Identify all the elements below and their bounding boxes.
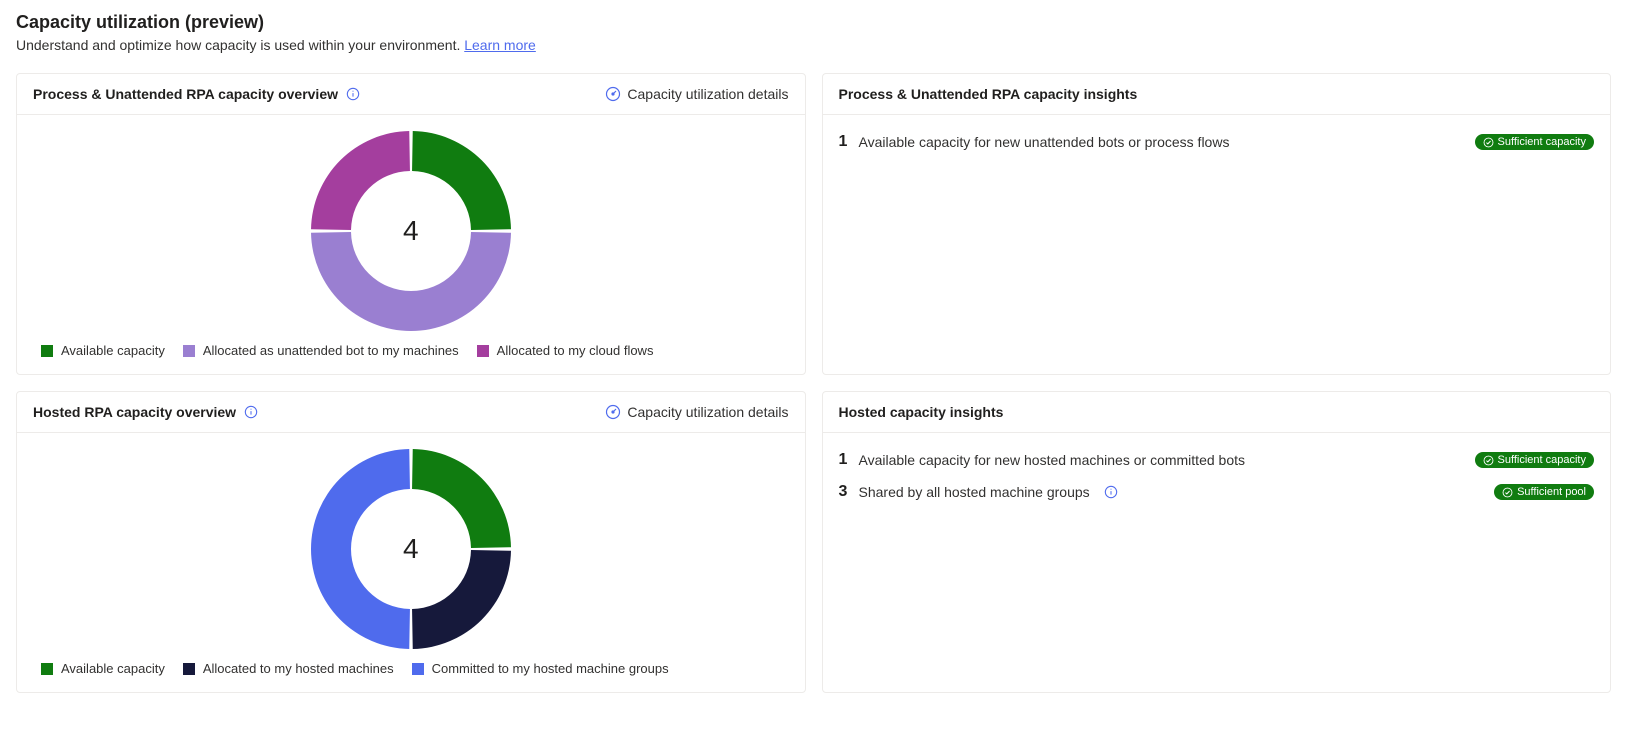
gauge-icon xyxy=(605,404,621,420)
badge-text: Sufficient capacity xyxy=(1498,454,1586,466)
learn-more-link[interactable]: Learn more xyxy=(464,37,536,53)
hosted-rpa-overview-card: Hosted RPA capacity overview Capacity ut… xyxy=(16,391,806,693)
insight-text: Available capacity for new hosted machin… xyxy=(859,452,1246,468)
legend-swatch xyxy=(41,345,53,357)
card-title: Process & Unattended RPA capacity insigh… xyxy=(839,86,1138,102)
legend-item[interactable]: Allocated to my cloud flows xyxy=(477,343,654,358)
legend-swatch xyxy=(183,663,195,675)
donut-total: 4 xyxy=(403,215,419,247)
details-link-text: Capacity utilization details xyxy=(627,86,788,102)
legend-label: Available capacity xyxy=(61,343,165,358)
insight-row: 1 Available capacity for new hosted machi… xyxy=(839,451,1595,469)
legend-swatch xyxy=(412,663,424,675)
legend-swatch xyxy=(477,345,489,357)
donut-total: 4 xyxy=(403,533,419,565)
donut-slice[interactable] xyxy=(412,550,511,649)
details-link-text: Capacity utilization details xyxy=(627,404,788,420)
page-title: Capacity utilization (preview) xyxy=(16,12,1611,33)
insight-number: 3 xyxy=(839,483,849,501)
info-icon[interactable] xyxy=(244,405,258,419)
badge-text: Sufficient pool xyxy=(1517,486,1586,498)
legend-label: Available capacity xyxy=(61,661,165,676)
card-title: Hosted RPA capacity overview xyxy=(33,404,236,420)
legend-label: Allocated as unattended bot to my machin… xyxy=(203,343,459,358)
insight-text: Shared by all hosted machine groups xyxy=(859,484,1090,500)
hosted-rpa-donut: 4 xyxy=(311,449,511,649)
capacity-details-link[interactable]: Capacity utilization details xyxy=(605,404,788,420)
legend-item[interactable]: Committed to my hosted machine groups xyxy=(412,661,669,676)
badge-text: Sufficient capacity xyxy=(1498,136,1586,148)
insight-row: 3 Shared by all hosted machine groups Suff… xyxy=(839,483,1595,501)
capacity-details-link[interactable]: Capacity utilization details xyxy=(605,86,788,102)
checkmark-circle-icon xyxy=(1483,455,1494,466)
donut-slice[interactable] xyxy=(412,131,511,230)
card-title: Process & Unattended RPA capacity overvi… xyxy=(33,86,338,102)
legend-item[interactable]: Allocated as unattended bot to my machin… xyxy=(183,343,459,358)
chart-legend: Available capacity Allocated as unattende… xyxy=(33,343,789,358)
donut-slice[interactable] xyxy=(311,449,410,649)
legend-label: Allocated to my hosted machines xyxy=(203,661,394,676)
chart-legend: Available capacity Allocated to my hosted… xyxy=(33,661,789,676)
insight-text: Available capacity for new unattended bo… xyxy=(859,134,1230,150)
checkmark-circle-icon xyxy=(1502,487,1513,498)
insight-number: 1 xyxy=(839,451,849,469)
info-icon[interactable] xyxy=(1104,485,1118,499)
status-badge: Sufficient capacity xyxy=(1475,452,1594,468)
legend-swatch xyxy=(183,345,195,357)
insights-list: 1 Available capacity for new unattended b… xyxy=(823,115,1611,169)
legend-item[interactable]: Allocated to my hosted machines xyxy=(183,661,394,676)
gauge-icon xyxy=(605,86,621,102)
card-header: Hosted capacity insights xyxy=(823,392,1611,433)
process-unattended-overview-card: Process & Unattended RPA capacity overvi… xyxy=(16,73,806,375)
status-badge: Sufficient pool xyxy=(1494,484,1594,500)
hosted-capacity-insights-card: Hosted capacity insights 1 Available capa… xyxy=(822,391,1612,693)
legend-label: Allocated to my cloud flows xyxy=(497,343,654,358)
insight-number: 1 xyxy=(839,133,849,151)
donut-slice[interactable] xyxy=(311,131,410,230)
legend-item[interactable]: Available capacity xyxy=(41,661,165,676)
insight-row: 1 Available capacity for new unattended b… xyxy=(839,133,1595,151)
donut-slice[interactable] xyxy=(412,449,511,548)
legend-item[interactable]: Available capacity xyxy=(41,343,165,358)
checkmark-circle-icon xyxy=(1483,137,1494,148)
subtitle-text: Understand and optimize how capacity is … xyxy=(16,37,464,53)
card-header: Process & Unattended RPA capacity insigh… xyxy=(823,74,1611,115)
page-subtitle: Understand and optimize how capacity is … xyxy=(16,37,1611,53)
insights-list: 1 Available capacity for new hosted machi… xyxy=(823,433,1611,519)
info-icon[interactable] xyxy=(346,87,360,101)
process-unattended-donut: 4 xyxy=(311,131,511,331)
card-header: Hosted RPA capacity overview Capacity ut… xyxy=(17,392,805,433)
legend-swatch xyxy=(41,663,53,675)
process-unattended-insights-card: Process & Unattended RPA capacity insigh… xyxy=(822,73,1612,375)
card-header: Process & Unattended RPA capacity overvi… xyxy=(17,74,805,115)
status-badge: Sufficient capacity xyxy=(1475,134,1594,150)
card-title: Hosted capacity insights xyxy=(839,404,1004,420)
legend-label: Committed to my hosted machine groups xyxy=(432,661,669,676)
